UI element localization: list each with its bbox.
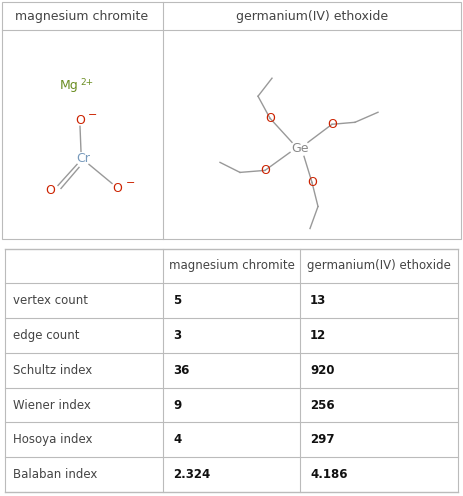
- Text: O: O: [260, 164, 270, 177]
- Text: O: O: [327, 118, 337, 131]
- Text: 2.324: 2.324: [173, 468, 210, 481]
- Text: O: O: [45, 184, 55, 197]
- Text: Ge: Ge: [291, 142, 309, 155]
- Text: germanium(IV) ethoxide: germanium(IV) ethoxide: [236, 9, 388, 22]
- Text: −: −: [126, 179, 135, 188]
- Text: 3: 3: [173, 329, 181, 342]
- Text: vertex count: vertex count: [13, 294, 88, 307]
- Text: 4.186: 4.186: [310, 468, 348, 481]
- Text: Schultz index: Schultz index: [13, 364, 92, 377]
- Text: 297: 297: [310, 434, 334, 446]
- Text: O: O: [307, 176, 317, 189]
- Text: 4: 4: [173, 434, 181, 446]
- Text: Mg: Mg: [60, 79, 79, 92]
- Text: 36: 36: [173, 364, 189, 377]
- Text: Balaban index: Balaban index: [13, 468, 97, 481]
- Text: 12: 12: [310, 329, 326, 342]
- Text: germanium(IV) ethoxide: germanium(IV) ethoxide: [307, 259, 451, 272]
- Text: 13: 13: [310, 294, 326, 307]
- Text: 5: 5: [173, 294, 181, 307]
- Text: 2+: 2+: [80, 78, 93, 87]
- Text: −: −: [88, 110, 97, 120]
- Text: O: O: [112, 182, 122, 195]
- Text: O: O: [75, 114, 85, 127]
- Text: edge count: edge count: [13, 329, 80, 342]
- Text: Wiener index: Wiener index: [13, 399, 91, 412]
- Text: 256: 256: [310, 399, 335, 412]
- Text: Hosoya index: Hosoya index: [13, 434, 93, 446]
- Text: 920: 920: [310, 364, 334, 377]
- Text: 9: 9: [173, 399, 181, 412]
- Text: O: O: [265, 112, 275, 125]
- Text: Cr: Cr: [76, 152, 90, 165]
- Text: magnesium chromite: magnesium chromite: [15, 9, 149, 22]
- Text: magnesium chromite: magnesium chromite: [169, 259, 294, 272]
